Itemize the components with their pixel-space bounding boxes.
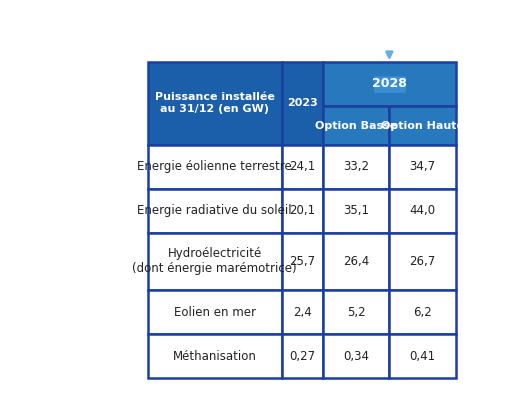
Bar (374, 77, 404, 91)
Text: 0,41: 0,41 (409, 350, 436, 363)
Bar (389, 189, 456, 232)
Bar (282, 189, 323, 232)
Text: 2028: 2028 (372, 78, 407, 90)
Text: 35,1: 35,1 (343, 204, 369, 217)
Text: Energie éolienne terrestre: Energie éolienne terrestre (137, 160, 292, 173)
Text: 33,2: 33,2 (343, 160, 369, 173)
Bar (323, 232, 389, 290)
Text: 0,27: 0,27 (289, 350, 315, 363)
Text: 5,2: 5,2 (347, 306, 366, 319)
Bar (389, 106, 456, 145)
Text: Hydroélectricité
(dont énergie marémotrice): Hydroélectricité (dont énergie marémotri… (132, 248, 297, 275)
Bar (148, 62, 282, 145)
Bar (323, 106, 389, 145)
Text: 20,1: 20,1 (289, 204, 315, 217)
Bar (323, 145, 389, 189)
Text: Energie radiative du soleil: Energie radiative du soleil (137, 204, 292, 217)
Bar (148, 232, 282, 290)
Text: 0,34: 0,34 (343, 350, 369, 363)
Bar (282, 290, 323, 334)
Text: 2023: 2023 (287, 98, 318, 108)
Bar (323, 334, 389, 378)
Text: 6,2: 6,2 (413, 306, 432, 319)
Bar (389, 145, 456, 189)
Text: 2,4: 2,4 (293, 306, 312, 319)
Text: Puissance installée
au 31/12 (en GW): Puissance installée au 31/12 (en GW) (155, 92, 274, 114)
Bar (148, 290, 282, 334)
Text: 26,4: 26,4 (343, 255, 369, 268)
Text: 24,1: 24,1 (289, 160, 315, 173)
Bar (389, 232, 456, 290)
Text: 44,0: 44,0 (409, 204, 436, 217)
Bar (148, 189, 282, 232)
Bar (389, 290, 456, 334)
Bar (148, 145, 282, 189)
Text: Option Basse: Option Basse (315, 121, 398, 131)
Text: Eolien en mer: Eolien en mer (174, 306, 256, 319)
Bar (389, 334, 456, 378)
Bar (282, 145, 323, 189)
Text: Option Haute: Option Haute (381, 121, 464, 131)
Text: Méthanisation: Méthanisation (173, 350, 256, 363)
Text: 34,7: 34,7 (409, 160, 436, 173)
Bar (282, 232, 323, 290)
Text: 26,7: 26,7 (409, 255, 436, 268)
Bar (282, 334, 323, 378)
Bar (323, 189, 389, 232)
Bar (323, 290, 389, 334)
Bar (282, 62, 323, 145)
Text: 25,7: 25,7 (289, 255, 315, 268)
Bar (323, 62, 456, 106)
Bar (148, 334, 282, 378)
